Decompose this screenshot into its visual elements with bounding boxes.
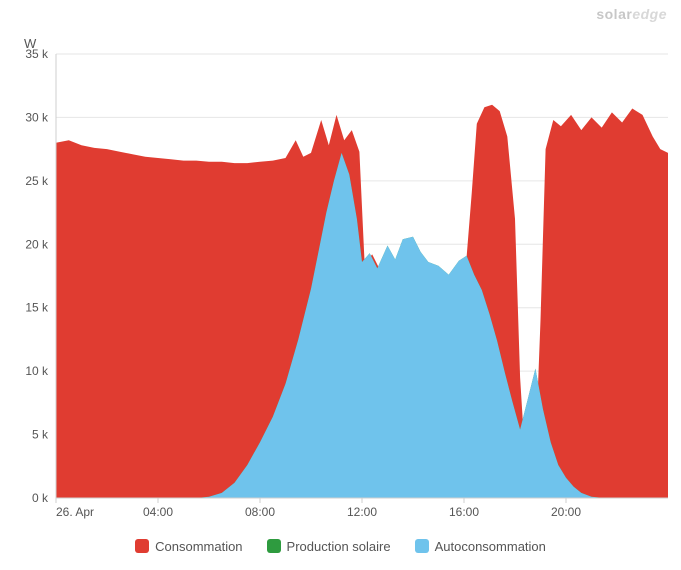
x-tick-label: 04:00 <box>143 505 173 519</box>
x-tick-label: 08:00 <box>245 505 275 519</box>
chart-legend: Consommation Production solaire Autoconsom… <box>0 539 681 557</box>
brand-part1: solar <box>596 6 632 22</box>
area-chart: 0 k5 k10 k15 k20 k25 k30 k35 k26. Apr04:… <box>0 0 681 520</box>
y-tick-label: 5 k <box>32 428 49 442</box>
x-tick-label: 12:00 <box>347 505 377 519</box>
brand-logo: solaredge <box>596 6 667 22</box>
y-tick-label: 15 k <box>25 301 49 315</box>
legend-item-autoconsommation[interactable]: Autoconsommation <box>415 539 546 554</box>
legend-swatch <box>267 539 281 553</box>
x-tick-label: 26. Apr <box>56 505 94 519</box>
legend-label: Production solaire <box>287 539 391 554</box>
legend-label: Consommation <box>155 539 242 554</box>
x-tick-label: 16:00 <box>449 505 479 519</box>
legend-swatch <box>135 539 149 553</box>
y-tick-label: 30 k <box>25 110 49 124</box>
legend-item-consommation[interactable]: Consommation <box>135 539 242 554</box>
legend-item-production_solaire[interactable]: Production solaire <box>267 539 391 554</box>
y-tick-label: 25 k <box>25 174 49 188</box>
y-tick-label: 20 k <box>25 237 49 251</box>
x-tick-label: 20:00 <box>551 505 581 519</box>
y-axis-title: W <box>24 36 36 51</box>
legend-swatch <box>415 539 429 553</box>
y-tick-label: 0 k <box>32 491 49 505</box>
y-tick-label: 10 k <box>25 364 49 378</box>
chart-container: solaredge W 0 k5 k10 k15 k20 k25 k30 k35… <box>0 0 681 570</box>
brand-part2: edge <box>632 6 667 22</box>
legend-label: Autoconsommation <box>435 539 546 554</box>
